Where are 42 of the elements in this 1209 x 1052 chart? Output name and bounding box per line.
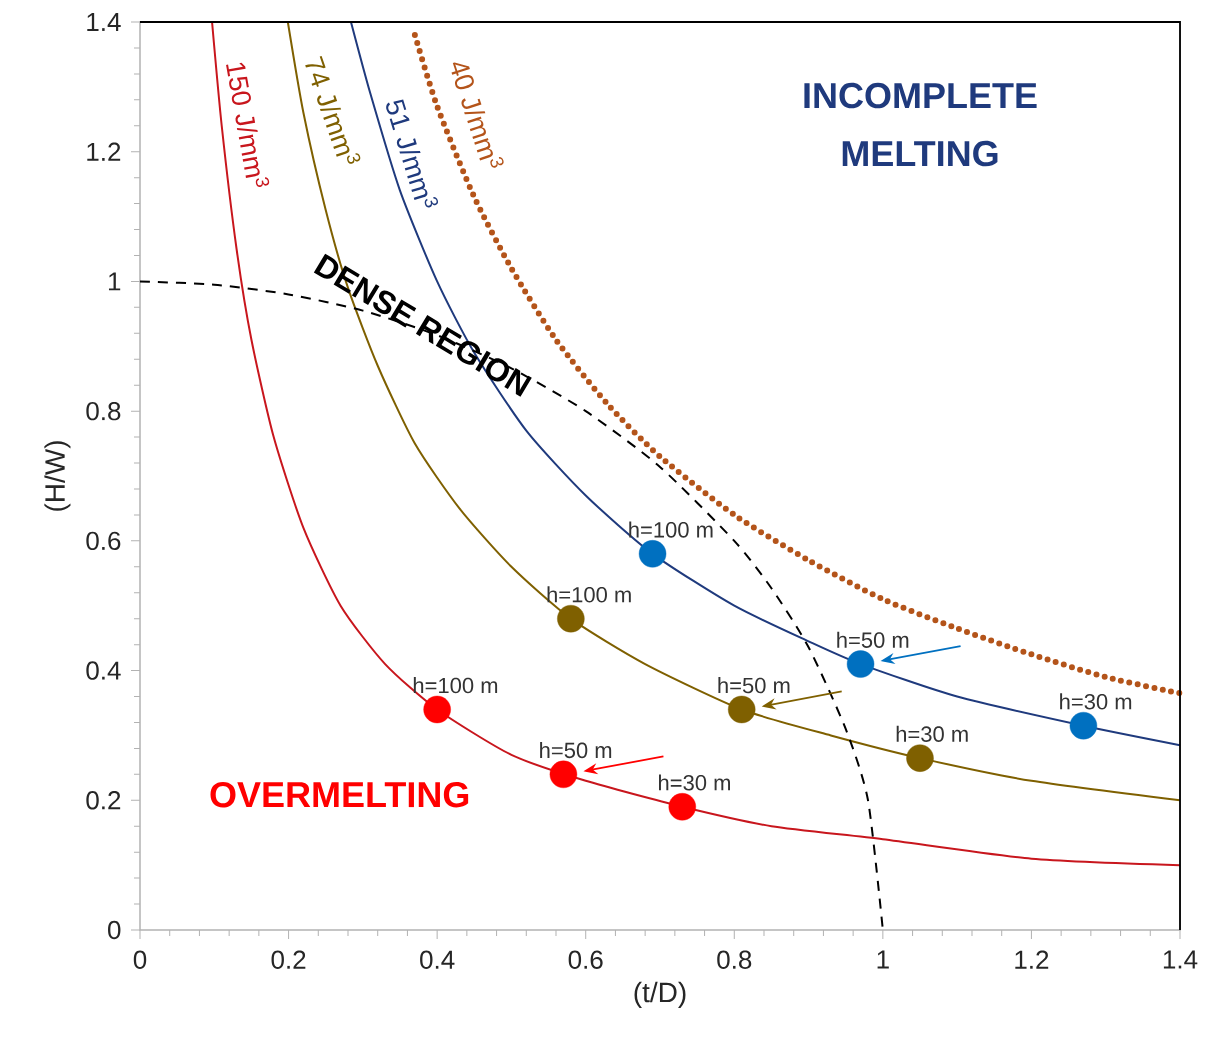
annotation: h=30 m: [896, 725, 968, 742]
annotation: h=50 m: [718, 677, 790, 694]
y-tick-label: 0.2: [86, 791, 121, 810]
point: [728, 695, 756, 724]
text: 74 J/mm$^{3}$: [305, 55, 361, 164]
y-tick-label: 0.6: [86, 531, 121, 551]
x-tick-label: 0.8: [717, 950, 752, 969]
point: [906, 744, 934, 772]
y-tick-label: 1.2: [87, 142, 121, 161]
annotation: h=100 m: [547, 586, 631, 603]
x-axis-title: (t/D): [634, 981, 686, 1008]
x-tick-label: 1.2: [1015, 950, 1049, 969]
x-tick-label: 1.4: [1163, 950, 1198, 969]
annotation: h=50 m: [837, 631, 909, 648]
point: [846, 650, 875, 678]
point: [1069, 712, 1098, 740]
y-tick-label: 0.8: [86, 401, 121, 421]
point: [638, 540, 667, 568]
x-tick-label: 0.4: [420, 950, 455, 969]
x-tick-label: 0.6: [568, 950, 603, 969]
text: 40 J/mm$^{3}$: [451, 62, 504, 168]
annotation: INCOMPLETE MELTING: [804, 82, 1037, 167]
point: [423, 695, 451, 724]
x-tick-label: 0: [133, 950, 147, 969]
x-tick-label: 1: [877, 950, 889, 969]
point: [549, 760, 578, 789]
annotation: h=30 m: [659, 774, 730, 791]
annotation: h=100 m: [413, 677, 498, 694]
annotation: h=50 m: [540, 741, 612, 759]
y-tick-label: 1: [108, 272, 121, 291]
y-tick-label: 0: [108, 920, 121, 940]
annotation: OVERMELTING: [210, 781, 469, 808]
text: 150 J/mm$^{3}$: [226, 62, 270, 188]
annotation: h=30 m: [1060, 693, 1132, 710]
point: [668, 793, 696, 821]
text: 51 J/mm$^{3}$: [386, 99, 439, 208]
annotation: h=100 m: [629, 521, 713, 538]
y-tick-label: 0.4: [86, 661, 121, 680]
point: [557, 604, 585, 633]
y-tick-label: 1.4: [87, 13, 121, 31]
y-axis-title: (H/W): [44, 441, 71, 511]
x-tick-label: 0.2: [271, 950, 306, 969]
